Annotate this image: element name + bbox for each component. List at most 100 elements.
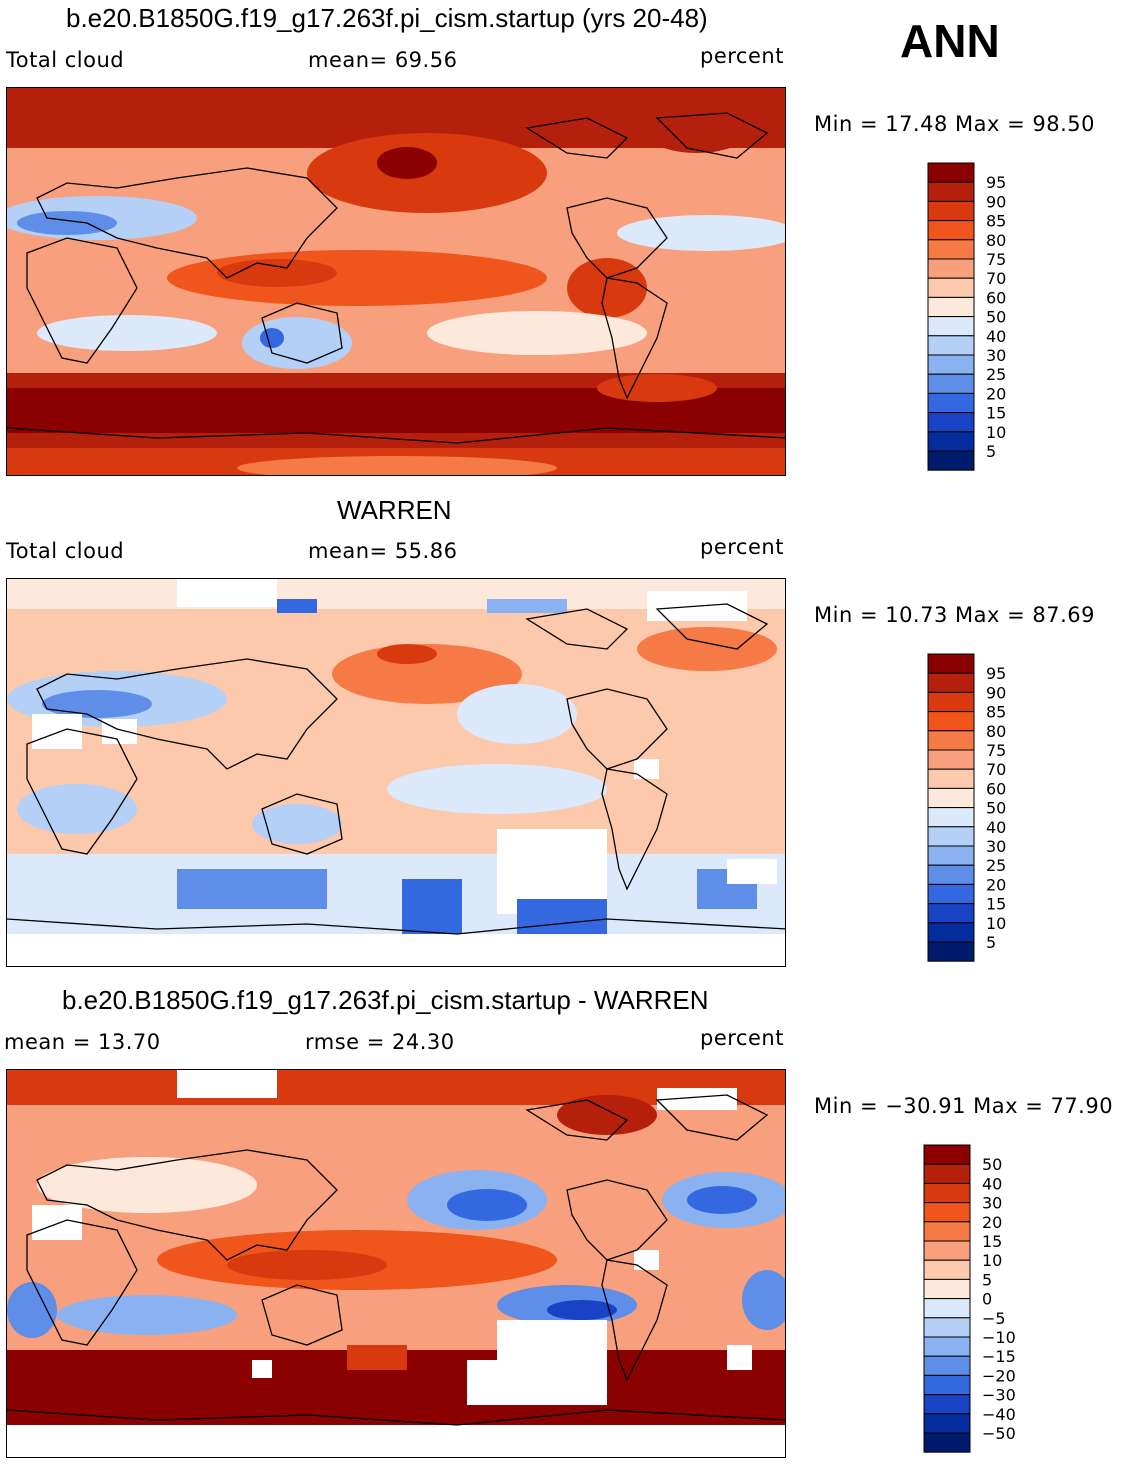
colorbar-1-swatch (927, 200, 975, 222)
colorbar-1-swatch (927, 335, 975, 356)
colorbar-2-tick-label: 30 (986, 837, 1006, 856)
panel-2-variable-label: Total cloud (6, 539, 125, 563)
colorbar-2-swatch (927, 787, 975, 809)
season-label: ANN (900, 15, 1000, 67)
colorbar-1-tick-label: 85 (986, 212, 1006, 231)
colorbar-1-swatch (927, 258, 975, 279)
colorbar-3-tick-label: −20 (982, 1366, 1016, 1385)
colorbar-1-swatch (927, 392, 975, 414)
colorbar-1-swatch (927, 296, 975, 318)
colorbar-1-tick-label: 30 (986, 346, 1006, 365)
colorbar-3-tick-label: −10 (982, 1328, 1016, 1347)
colorbar-1-tick-label: 40 (986, 327, 1006, 346)
colorbar-1-tick-label: 90 (986, 192, 1006, 211)
colorbar-2-swatch (927, 941, 975, 962)
panel-3-units-label: percent (700, 1026, 784, 1050)
colorbar-3-tick-label: 20 (982, 1213, 1002, 1232)
colorbar-2-tick-label: 75 (986, 741, 1006, 760)
colorbar-3-tick-label: −50 (982, 1424, 1016, 1443)
panel-3-colorbar: 50 40 30 20 15 10 5 0 −5 −10 −15 −20 −30 −40 −50 (922, 1144, 1022, 1454)
colorbar-1-tick-label: 25 (986, 365, 1006, 384)
panel-3-rmse-label: rmse = 24.30 (305, 1030, 455, 1054)
colorbar-2-tick-label: 70 (986, 760, 1006, 779)
colorbar-2-swatch (927, 807, 975, 828)
colorbar-2-swatch (927, 864, 975, 885)
colorbar-2-swatch (927, 768, 975, 789)
panel-2-minmax: Min = 10.73 Max = 87.69 (814, 603, 1095, 627)
panel-1-field-plot (7, 88, 785, 475)
colorbar-2-tick-label: 85 (986, 703, 1006, 722)
panel-3-minmax: Min = −30.91 Max = 77.90 (814, 1094, 1114, 1118)
colorbar-1-swatch (927, 450, 975, 471)
panel-3-map (6, 1069, 786, 1458)
colorbar-2-swatch (927, 730, 975, 751)
panel-1-colorbar: 95 90 85 80 75 70 60 50 40 30 25 20 15 10 5 (926, 162, 1016, 472)
colorbar-2-tick-label: 50 (986, 799, 1006, 818)
colorbar-3-tick-label: 15 (982, 1232, 1002, 1251)
colorbar-2-tick-label: 95 (986, 664, 1006, 683)
colorbar-1-tick-label: 20 (986, 384, 1006, 403)
colorbar-1-swatch (927, 239, 975, 260)
colorbar-1-swatch (927, 373, 975, 394)
panel-2-colorbar: 95 90 85 80 75 70 60 50 40 30 25 20 15 10 5 (926, 653, 1016, 963)
colorbar-2-tick-label: 90 (986, 683, 1006, 702)
colorbar-3-tick-label: 0 (982, 1290, 992, 1309)
colorbar-3-tick-label: −15 (982, 1347, 1016, 1366)
colorbar-3-swatch (923, 1221, 971, 1242)
colorbar-2-tick-label: 10 (986, 914, 1006, 933)
colorbar-3-tick-label: 50 (982, 1155, 1002, 1174)
colorbar-3-tick-label: −40 (982, 1405, 1016, 1424)
colorbar-3-tick-label: 10 (982, 1251, 1002, 1270)
colorbar-2-swatch (927, 691, 975, 713)
panel-3-field-plot (7, 1070, 785, 1457)
colorbar-2-tick-label: 5 (986, 933, 996, 952)
colorbar-1-swatch (927, 354, 975, 375)
colorbar-3-swatch (923, 1432, 971, 1453)
colorbar-3-swatch (923, 1163, 971, 1184)
colorbar-3-swatch (923, 1298, 971, 1319)
colorbar-3-swatch (923, 1394, 971, 1415)
colorbar-2-tick-label: 40 (986, 818, 1006, 837)
colorbar-2-swatch (927, 922, 975, 943)
colorbar-2-swatch (927, 672, 975, 693)
panel-2-title: WARREN (337, 495, 452, 525)
colorbar-1-tick-label: 95 (986, 173, 1006, 192)
panel-2-field-plot (7, 579, 785, 966)
colorbar-3-swatch (923, 1317, 971, 1338)
colorbar-3-swatch (923, 1202, 971, 1223)
colorbar-3-swatch (923, 1144, 971, 1165)
panel-2-map (6, 578, 786, 967)
colorbar-3-tick-label: 40 (982, 1174, 1002, 1193)
colorbar-1-tick-label: 70 (986, 269, 1006, 288)
panel-1-mean-label: mean= 69.56 (308, 48, 458, 72)
panel-1-title: b.e20.B1850G.f19_g17.263f.pi_cism.startu… (66, 3, 708, 33)
panel-1-minmax: Min = 17.48 Max = 98.50 (814, 112, 1095, 136)
colorbar-1-swatch (927, 431, 975, 452)
colorbar-3-tick-label: 5 (982, 1270, 992, 1289)
colorbar-3-swatch (923, 1374, 971, 1396)
colorbar-1-swatch (927, 181, 975, 202)
panel-3-mean-label: mean = 13.70 (4, 1030, 161, 1054)
colorbar-2-tick-label: 60 (986, 779, 1006, 798)
colorbar-2-swatch (927, 711, 975, 732)
colorbar-3-swatch (923, 1240, 971, 1261)
colorbar-2-tick-label: 25 (986, 856, 1006, 875)
colorbar-1-swatch (927, 220, 975, 241)
colorbar-1-tick-label: 50 (986, 308, 1006, 327)
colorbar-1-tick-label: 60 (986, 288, 1006, 307)
colorbar-3-swatch (923, 1413, 971, 1434)
panel-3-title: b.e20.B1850G.f19_g17.263f.pi_cism.startu… (62, 985, 709, 1015)
colorbar-3-tick-label: −5 (982, 1309, 1006, 1328)
colorbar-3-swatch (923, 1336, 971, 1357)
colorbar-1-swatch (927, 412, 975, 433)
colorbar-2-swatch (927, 883, 975, 905)
colorbar-2-tick-label: 20 (986, 875, 1006, 894)
colorbar-2-swatch (927, 826, 975, 847)
colorbar-3-swatch (923, 1182, 971, 1204)
colorbar-2-swatch (927, 903, 975, 924)
colorbar-3-swatch (923, 1278, 971, 1300)
colorbar-2-swatch (927, 749, 975, 770)
colorbar-1-tick-label: 5 (986, 442, 996, 461)
